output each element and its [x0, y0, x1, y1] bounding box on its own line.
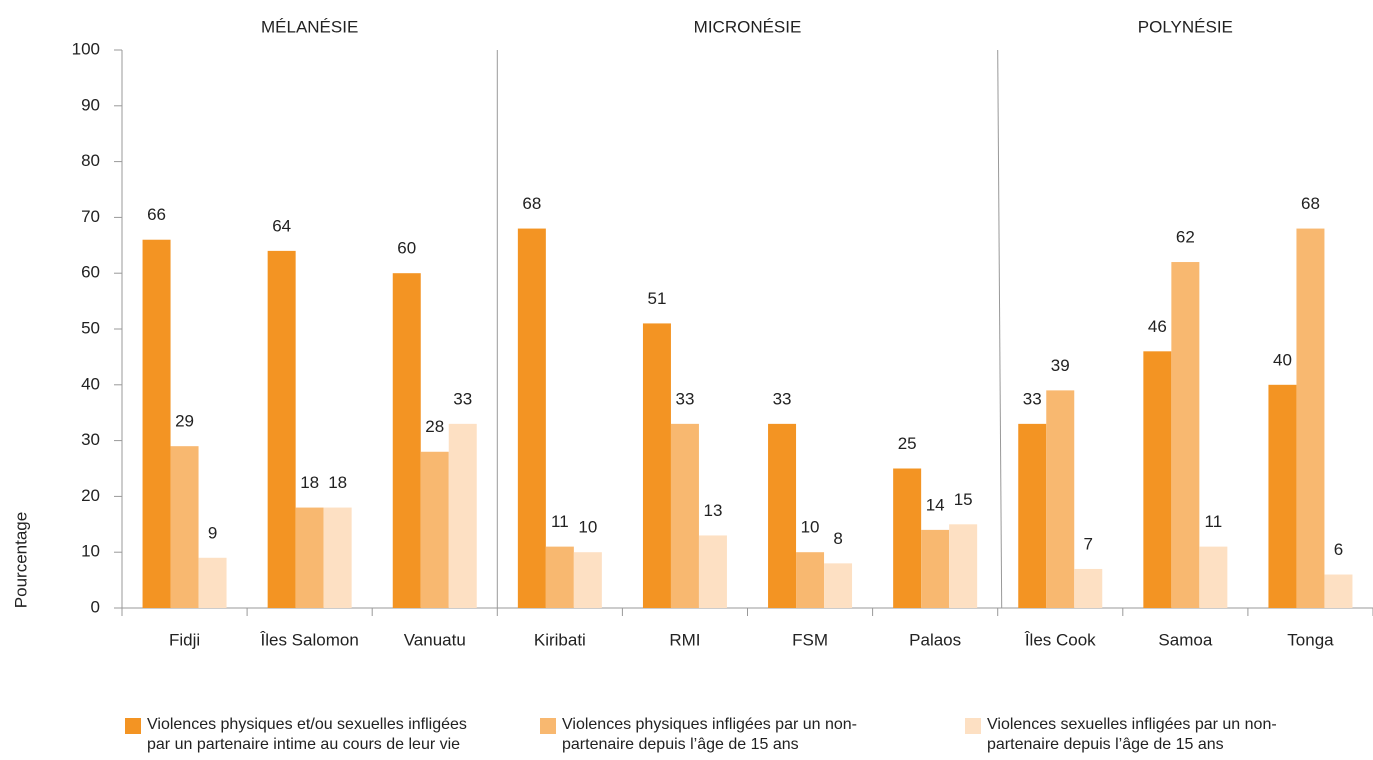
data-label: 28	[425, 417, 444, 436]
bar	[796, 552, 825, 608]
bar	[420, 451, 449, 608]
data-label: 18	[328, 473, 347, 492]
data-label: 18	[300, 473, 319, 492]
x-tick-label: Îles Cook	[1024, 630, 1096, 649]
data-label: 9	[208, 523, 217, 542]
x-tick-label: FSM	[792, 630, 828, 649]
x-tick-label: Fidji	[169, 630, 200, 649]
legend-item: Violences physiques infligées par un non…	[540, 715, 892, 755]
bar	[170, 446, 199, 608]
legend-item: Violences physiques et/ou sexuelles infl…	[125, 715, 477, 755]
data-label: 15	[954, 490, 973, 509]
legend-swatch	[965, 718, 981, 734]
data-label: 11	[1205, 512, 1223, 531]
bar	[893, 468, 922, 608]
data-label: 39	[1051, 356, 1070, 375]
y-tick-label: 30	[81, 430, 100, 449]
bar	[1199, 546, 1228, 608]
data-label: 46	[1148, 317, 1167, 336]
group-label: POLYNÉSIE	[1138, 17, 1233, 36]
bar	[1324, 574, 1353, 608]
x-tick-label: Îles Salomon	[260, 630, 359, 649]
bar	[1074, 568, 1103, 608]
y-tick-label: 50	[81, 318, 100, 337]
bar	[698, 535, 727, 608]
x-tick-label: RMI	[669, 630, 700, 649]
bar	[1046, 390, 1075, 608]
bar	[198, 557, 227, 608]
bar	[1143, 351, 1172, 608]
bar	[323, 507, 352, 608]
legend-label: Violences sexuelles infligées par un non…	[987, 716, 1277, 753]
data-label: 10	[578, 518, 597, 537]
data-label: 66	[147, 205, 166, 224]
data-label: 33	[675, 389, 694, 408]
bar	[1018, 423, 1047, 608]
chart: Pourcentage 0 10 20 30 40 50 60 70 80 90 100 MÉLANÉ…	[11, 17, 1373, 649]
y-tick-label: 100	[72, 39, 100, 58]
legend-swatch	[125, 718, 141, 734]
data-label: 14	[926, 495, 945, 514]
data-label: 33	[453, 389, 472, 408]
data-label: 8	[833, 529, 842, 548]
data-label: 64	[272, 216, 291, 235]
bar	[921, 529, 950, 608]
data-label: 29	[175, 412, 194, 431]
data-label: 6	[1334, 540, 1343, 559]
data-label: 68	[522, 194, 541, 213]
legend-label: Violences physiques et/ou sexuelles infl…	[147, 716, 467, 753]
data-label: 25	[898, 434, 917, 453]
data-label: 33	[1023, 389, 1042, 408]
legend-item: Violences sexuelles infligées par un non…	[965, 715, 1317, 755]
y-tick-label: 20	[81, 486, 100, 505]
bar	[768, 423, 797, 608]
y-tick-label: 80	[81, 151, 100, 170]
data-label: 7	[1084, 534, 1093, 553]
data-label: 40	[1273, 350, 1292, 369]
data-label: 13	[703, 501, 722, 520]
group-label: MÉLANÉSIE	[261, 17, 358, 36]
x-tick-label: Kiribati	[534, 630, 586, 649]
bar	[1171, 262, 1200, 608]
bar	[573, 552, 602, 608]
bar	[545, 546, 574, 608]
legend-swatch	[540, 718, 556, 734]
y-tick-label: 40	[81, 374, 100, 393]
y-axis-label: Pourcentage	[11, 512, 30, 608]
y-tick-label: 90	[81, 95, 100, 114]
y-tick-label: 0	[91, 597, 100, 616]
x-tick-label: Palaos	[909, 630, 961, 649]
bar	[1268, 384, 1297, 608]
legend-label: Violences physiques infligées par un non…	[562, 716, 858, 753]
data-label: 62	[1176, 228, 1195, 247]
data-label: 33	[773, 389, 792, 408]
x-tick-label: Samoa	[1158, 630, 1212, 649]
bar	[824, 563, 853, 608]
data-label: 60	[397, 239, 416, 258]
data-label: 68	[1301, 194, 1320, 213]
bar	[670, 423, 699, 608]
data-label: 10	[801, 518, 820, 537]
y-tick-label: 70	[81, 207, 100, 226]
bar	[392, 273, 421, 608]
bar	[642, 323, 671, 608]
group-separator	[997, 49, 1003, 609]
bar	[949, 524, 978, 608]
y-tick-label: 60	[81, 263, 100, 282]
bar	[1296, 228, 1325, 608]
data-label: 11	[551, 512, 569, 531]
y-tick-label: 10	[81, 542, 100, 561]
bar	[448, 423, 477, 608]
x-tick-label: Tonga	[1287, 630, 1334, 649]
data-label: 51	[647, 289, 666, 308]
bar	[142, 239, 171, 608]
x-tick-label: Vanuatu	[404, 630, 466, 649]
bar	[517, 228, 546, 608]
bar	[295, 507, 324, 608]
bar	[267, 250, 296, 608]
group-label: MICRONÉSIE	[694, 17, 802, 36]
